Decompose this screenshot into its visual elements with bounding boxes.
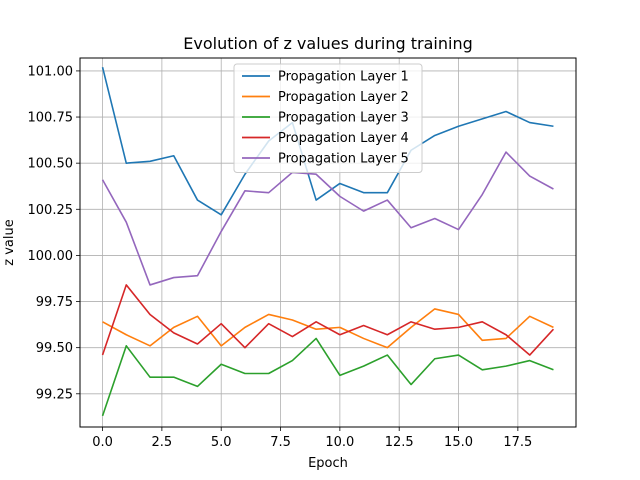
legend-entry-label: Propagation Layer 2: [278, 90, 409, 105]
x-tick-label: 15.0: [444, 435, 473, 450]
legend-entry-label: Propagation Layer 1: [278, 70, 409, 85]
series-line-layer-3: [101, 337, 554, 417]
series-lines: [101, 67, 555, 417]
y-tick-label: 101.00: [28, 64, 74, 79]
legend-entry-label: Propagation Layer 4: [278, 131, 409, 146]
x-tick-label: 12.5: [385, 435, 414, 450]
series-line-layer-4: [101, 284, 555, 356]
x-axis-label: Epoch: [308, 456, 348, 471]
plot-frame: [79, 57, 577, 428]
y-tick-label: 100.25: [28, 203, 74, 218]
x-tick-label: 7.5: [270, 435, 291, 450]
y-axis-ticks: 99.25 99.50 99.75 100.00 100.25 100.50 100.75 1…: [28, 64, 80, 402]
legend-box: [233, 63, 423, 173]
y-tick-label: 100.00: [28, 249, 74, 264]
y-tick-label: 99.50: [36, 341, 73, 356]
y-tick-label: 99.75: [36, 295, 73, 310]
legend-entry-label: Propagation Layer 3: [278, 111, 409, 126]
x-tick-label: 0.0: [92, 435, 113, 450]
legend-entry-label: Propagation Layer 5: [278, 152, 409, 167]
x-tick-label: 10.0: [325, 435, 354, 450]
series-line-layer-5: [101, 151, 554, 286]
chart-title: Evolution of z values during training: [183, 34, 473, 53]
y-tick-label: 100.75: [28, 111, 74, 126]
x-tick-label: 2.5: [152, 435, 173, 450]
x-tick-label: 5.0: [211, 435, 232, 450]
y-tick-label: 99.25: [36, 387, 73, 402]
legend: Propagation Layer 1 Propagation Layer 2 Pr…: [233, 63, 423, 173]
x-tick-label: 17.5: [503, 435, 532, 450]
series-line-layer-1: [101, 67, 554, 216]
y-tick-label: 100.50: [28, 157, 74, 172]
x-axis-ticks: 0.0 2.5 5.0 7.5 10.0 12.5 15.0 17.5: [92, 427, 532, 450]
y-axis-label: z value: [2, 219, 17, 265]
